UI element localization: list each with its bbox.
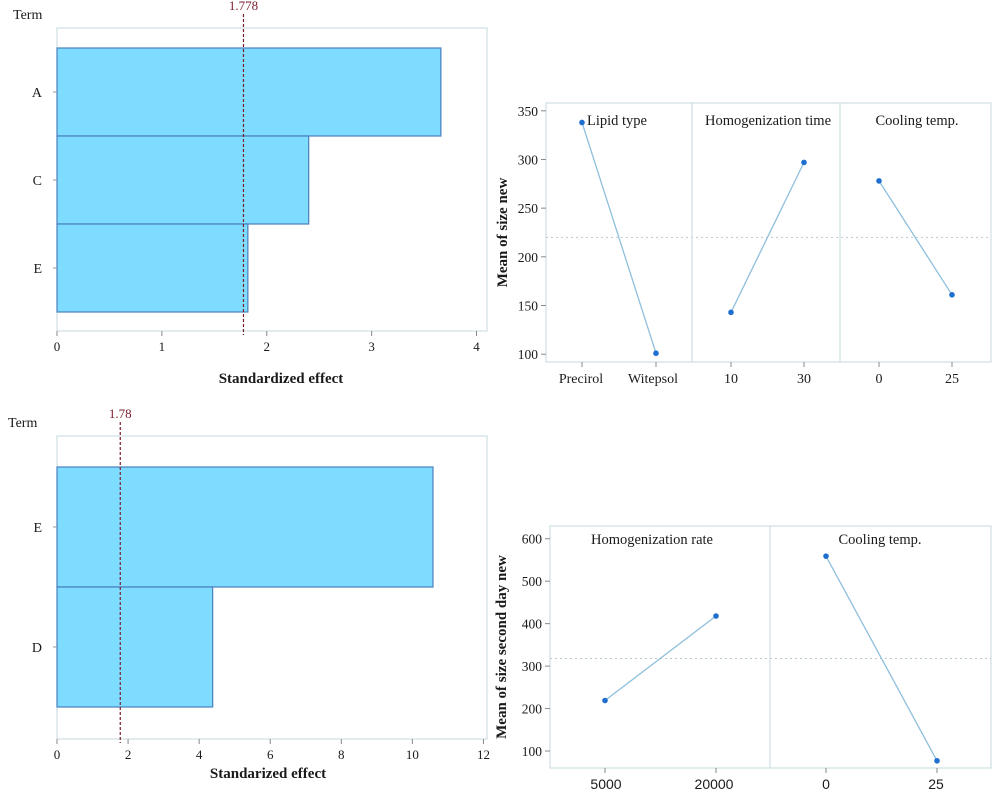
panel-1: Homogenization rate 5000 20000	[590, 532, 733, 792]
x-tick-label-2: 2	[125, 747, 132, 762]
x-tick-label-1: 1	[159, 339, 166, 354]
x-tick-label-0: 0	[54, 747, 61, 762]
effect-point-25	[934, 757, 940, 764]
panel-title: Cooling temp.	[839, 532, 922, 548]
effect-line	[730, 162, 805, 313]
y-tick-label-350: 350	[518, 104, 539, 119]
y-tick-label-600: 600	[522, 532, 543, 547]
effect-line	[581, 122, 657, 354]
plot-frame	[545, 102, 992, 363]
effect-point-10	[728, 309, 734, 316]
x-tick-label-10: 10	[406, 747, 419, 762]
effect-point-Precirol	[579, 119, 585, 126]
x-tick-label-4: 4	[196, 747, 203, 762]
bar-E	[56, 466, 434, 588]
level-label-25: 25	[945, 372, 959, 387]
level-label-0: 0	[876, 372, 883, 387]
panel-title: Homogenization rate	[591, 532, 713, 548]
effect-point-20000	[713, 613, 719, 619]
y-tick-label-250: 250	[518, 201, 539, 216]
x-tick-label-2: 2	[264, 339, 271, 354]
y-tick-label-200: 200	[518, 250, 539, 265]
effect-point-5000	[602, 697, 608, 704]
x-tick-label-6: 6	[267, 747, 274, 762]
y-axis-label: Mean of size new	[495, 178, 511, 288]
pareto-chart-bottom: Term E D 1.78 0 2 4 6 8 10 12 Standarized effect	[8, 406, 490, 782]
panel-title: Homogenization time	[705, 113, 831, 129]
bar-A	[56, 47, 442, 137]
bar-D	[56, 586, 214, 708]
bar-C	[56, 135, 310, 225]
level-label-Precirol: Precirol	[559, 372, 603, 387]
effect-point-Witepsol	[653, 350, 659, 357]
pareto-chart-top: Term A C E 1.778 0 1 2 3 4 Standardized effect	[13, 0, 488, 387]
y-axis-label: Mean of size second day new	[494, 555, 510, 739]
panel-3: Cooling temp. 0 25	[876, 113, 960, 387]
effect-line	[825, 555, 938, 762]
term-label: Term	[13, 8, 42, 23]
x-tick-label-0: 0	[54, 339, 61, 354]
y-tick-label-300: 300	[518, 152, 539, 167]
panel-2: Cooling temp. 0 25	[822, 532, 944, 792]
category-label-E: E	[33, 521, 42, 536]
level-label-Witepsol: Witepsol	[628, 372, 678, 387]
effect-point-0	[823, 553, 829, 559]
effect-line	[604, 615, 717, 702]
panel-title: Lipid type	[587, 113, 647, 129]
effect-point-0	[876, 178, 882, 184]
y-tick-label-300: 300	[522, 659, 543, 674]
level-label-25: 25	[928, 776, 944, 792]
y-tick-label-100: 100	[522, 744, 543, 759]
category-label-A: A	[32, 86, 43, 101]
main-effects-plot-bottom: 100 200 300 400 500 600 Mean of size second da…	[494, 525, 992, 792]
y-tick-label-400: 400	[522, 617, 543, 632]
category-label-E: E	[33, 262, 42, 277]
reference-label: 1.78	[109, 406, 132, 421]
panel-title: Cooling temp.	[876, 113, 959, 129]
x-tick-label-4: 4	[473, 339, 480, 354]
y-tick-label-200: 200	[522, 702, 543, 717]
reference-label: 1.778	[229, 0, 258, 13]
category-label-C: C	[33, 174, 42, 189]
y-tick-label-500: 500	[522, 574, 543, 589]
y-tick-label-150: 150	[518, 299, 539, 314]
panel-1: Lipid type Precirol Witepsol	[559, 113, 678, 387]
level-label-20000: 20000	[695, 776, 734, 792]
effect-line	[878, 180, 953, 296]
effect-point-25	[949, 292, 955, 298]
bar-E	[56, 223, 249, 313]
x-tick-label-12: 12	[477, 747, 490, 762]
effect-point-30	[801, 159, 807, 166]
x-tick-label-8: 8	[338, 747, 345, 762]
level-label-5000: 5000	[590, 776, 621, 792]
level-label-10: 10	[724, 372, 738, 387]
level-label-30: 30	[797, 372, 811, 387]
category-label-D: D	[32, 641, 42, 656]
term-label: Term	[8, 416, 37, 431]
level-label-0: 0	[822, 776, 830, 792]
y-tick-label-100: 100	[518, 347, 539, 362]
x-axis-label: Standardized effect	[219, 371, 344, 387]
panel-2: Homogenization time 10 30	[705, 113, 831, 387]
x-axis-label: Standarized effect	[210, 766, 326, 782]
x-tick-label-3: 3	[368, 339, 375, 354]
